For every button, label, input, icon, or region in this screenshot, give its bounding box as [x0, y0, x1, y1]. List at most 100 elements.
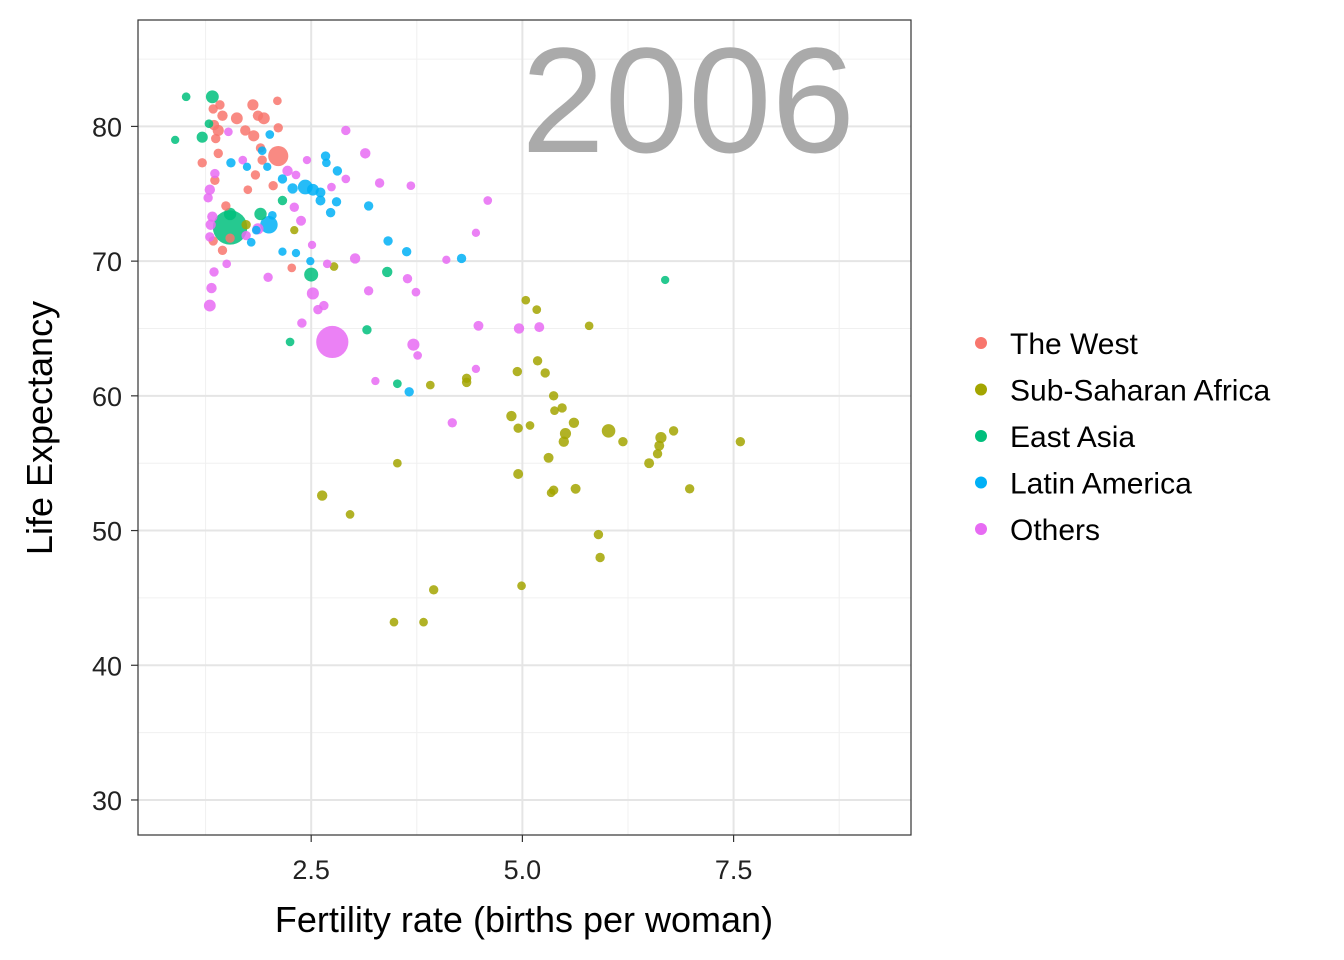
data-point-sub-saharan-africa [389, 617, 399, 627]
data-point-sub-saharan-africa [513, 423, 523, 433]
data-point-the-west [287, 263, 297, 273]
data-point-others [406, 181, 416, 191]
legend-key-the-west [975, 337, 987, 349]
year-annotation: 2006 [521, 16, 855, 184]
data-point-sub-saharan-africa [345, 510, 355, 519]
y-tick-label: 30 [92, 786, 122, 816]
data-point-latin-america [260, 216, 278, 234]
data-point-sub-saharan-africa [558, 436, 569, 447]
data-point-others [402, 273, 413, 284]
data-point-latin-america [332, 166, 343, 176]
data-point-others [411, 287, 421, 297]
data-point-sub-saharan-africa [593, 529, 604, 540]
data-point-the-west [248, 130, 260, 142]
data-point-others [210, 168, 220, 179]
data-point-sub-saharan-africa [393, 458, 402, 468]
data-point-east-asia [205, 90, 219, 104]
data-point-others [205, 219, 216, 230]
data-point-the-west [268, 145, 289, 167]
data-point-others [206, 282, 217, 294]
data-point-east-asia [285, 337, 295, 347]
data-point-others [297, 318, 307, 328]
data-point-the-west [230, 112, 243, 125]
data-point-the-west [215, 100, 225, 110]
data-point-east-asia [304, 267, 319, 282]
legend-key-sub-saharan-africa [975, 383, 987, 396]
legend-label: The West [1010, 328, 1138, 361]
data-point-others [442, 255, 451, 264]
data-point-others [327, 182, 336, 192]
data-point-others [341, 174, 351, 184]
data-point-others [407, 338, 420, 351]
data-point-latin-america [325, 207, 336, 218]
data-point-east-asia [393, 379, 402, 389]
data-point-sub-saharan-africa [540, 368, 550, 378]
x-axis-title: Fertility rate (births per woman) [275, 899, 773, 940]
data-point-the-west [273, 123, 283, 133]
data-point-the-west [250, 170, 261, 180]
data-point-sub-saharan-africa [584, 321, 594, 331]
data-point-others [473, 320, 484, 331]
y-axis-title: Life Expectancy [19, 301, 60, 555]
data-point-others [263, 272, 273, 282]
data-point-others [307, 240, 317, 250]
data-point-latin-america [291, 248, 301, 258]
data-point-others [203, 193, 213, 203]
data-point-others [302, 155, 312, 165]
data-point-the-west [240, 125, 251, 136]
data-point-others [349, 253, 361, 264]
data-point-others [205, 232, 215, 242]
data-point-sub-saharan-africa [425, 380, 435, 390]
data-point-sub-saharan-africa [557, 403, 567, 413]
data-point-east-asia [362, 325, 372, 335]
plot-panel [138, 20, 911, 835]
data-point-sub-saharan-africa [543, 452, 554, 463]
data-point-sub-saharan-africa [461, 377, 472, 388]
data-point-the-west [197, 158, 207, 168]
data-point-sub-saharan-africa [241, 220, 251, 230]
legend-key-east-asia [975, 430, 987, 442]
data-point-sub-saharan-africa [654, 440, 665, 451]
legend: The West Sub-Saharan Africa East Asia Latin… [975, 328, 1270, 547]
data-point-others [447, 418, 457, 428]
data-point-sub-saharan-africa [419, 617, 428, 627]
data-point-sub-saharan-africa [655, 432, 667, 444]
y-tick-label: 60 [92, 382, 122, 412]
data-point-sub-saharan-africa [506, 410, 517, 422]
data-point-the-west [217, 110, 228, 121]
data-point-east-asia [212, 210, 248, 245]
data-point-the-west [252, 110, 264, 121]
data-point-the-west [225, 233, 235, 243]
data-point-sub-saharan-africa [559, 427, 572, 440]
x-tick-label: 5.0 [504, 855, 542, 885]
data-point-the-west [213, 148, 223, 159]
data-point-latin-america [331, 197, 342, 207]
data-point-others [222, 259, 232, 269]
data-point-sub-saharan-africa [546, 488, 556, 498]
data-point-the-west [243, 185, 253, 195]
data-point-latin-america [363, 201, 374, 211]
data-point-latin-america [263, 162, 272, 171]
data-point-the-west [217, 245, 228, 256]
data-point-others [471, 364, 481, 374]
data-point-the-west [257, 155, 267, 165]
data-point-sub-saharan-africa [525, 421, 535, 430]
data-point-east-asia [661, 275, 670, 285]
data-point-latin-america [315, 195, 326, 206]
data-point-sub-saharan-africa [618, 436, 628, 447]
data-point-the-west [210, 175, 220, 186]
data-point-latin-america [287, 183, 298, 194]
data-point-latin-america [246, 237, 256, 247]
data-point-latin-america [277, 174, 288, 184]
data-point-latin-america [226, 158, 236, 168]
legend-label: Others [1010, 514, 1100, 547]
data-point-latin-america [257, 146, 267, 156]
data-point-others [483, 196, 493, 205]
data-point-others [413, 351, 422, 360]
data-point-others [207, 211, 218, 222]
data-point-latin-america [306, 256, 315, 266]
data-point-sub-saharan-africa [568, 417, 580, 428]
y-tick-label: 70 [92, 247, 122, 277]
data-point-others [319, 300, 329, 311]
data-point-others [371, 376, 380, 386]
